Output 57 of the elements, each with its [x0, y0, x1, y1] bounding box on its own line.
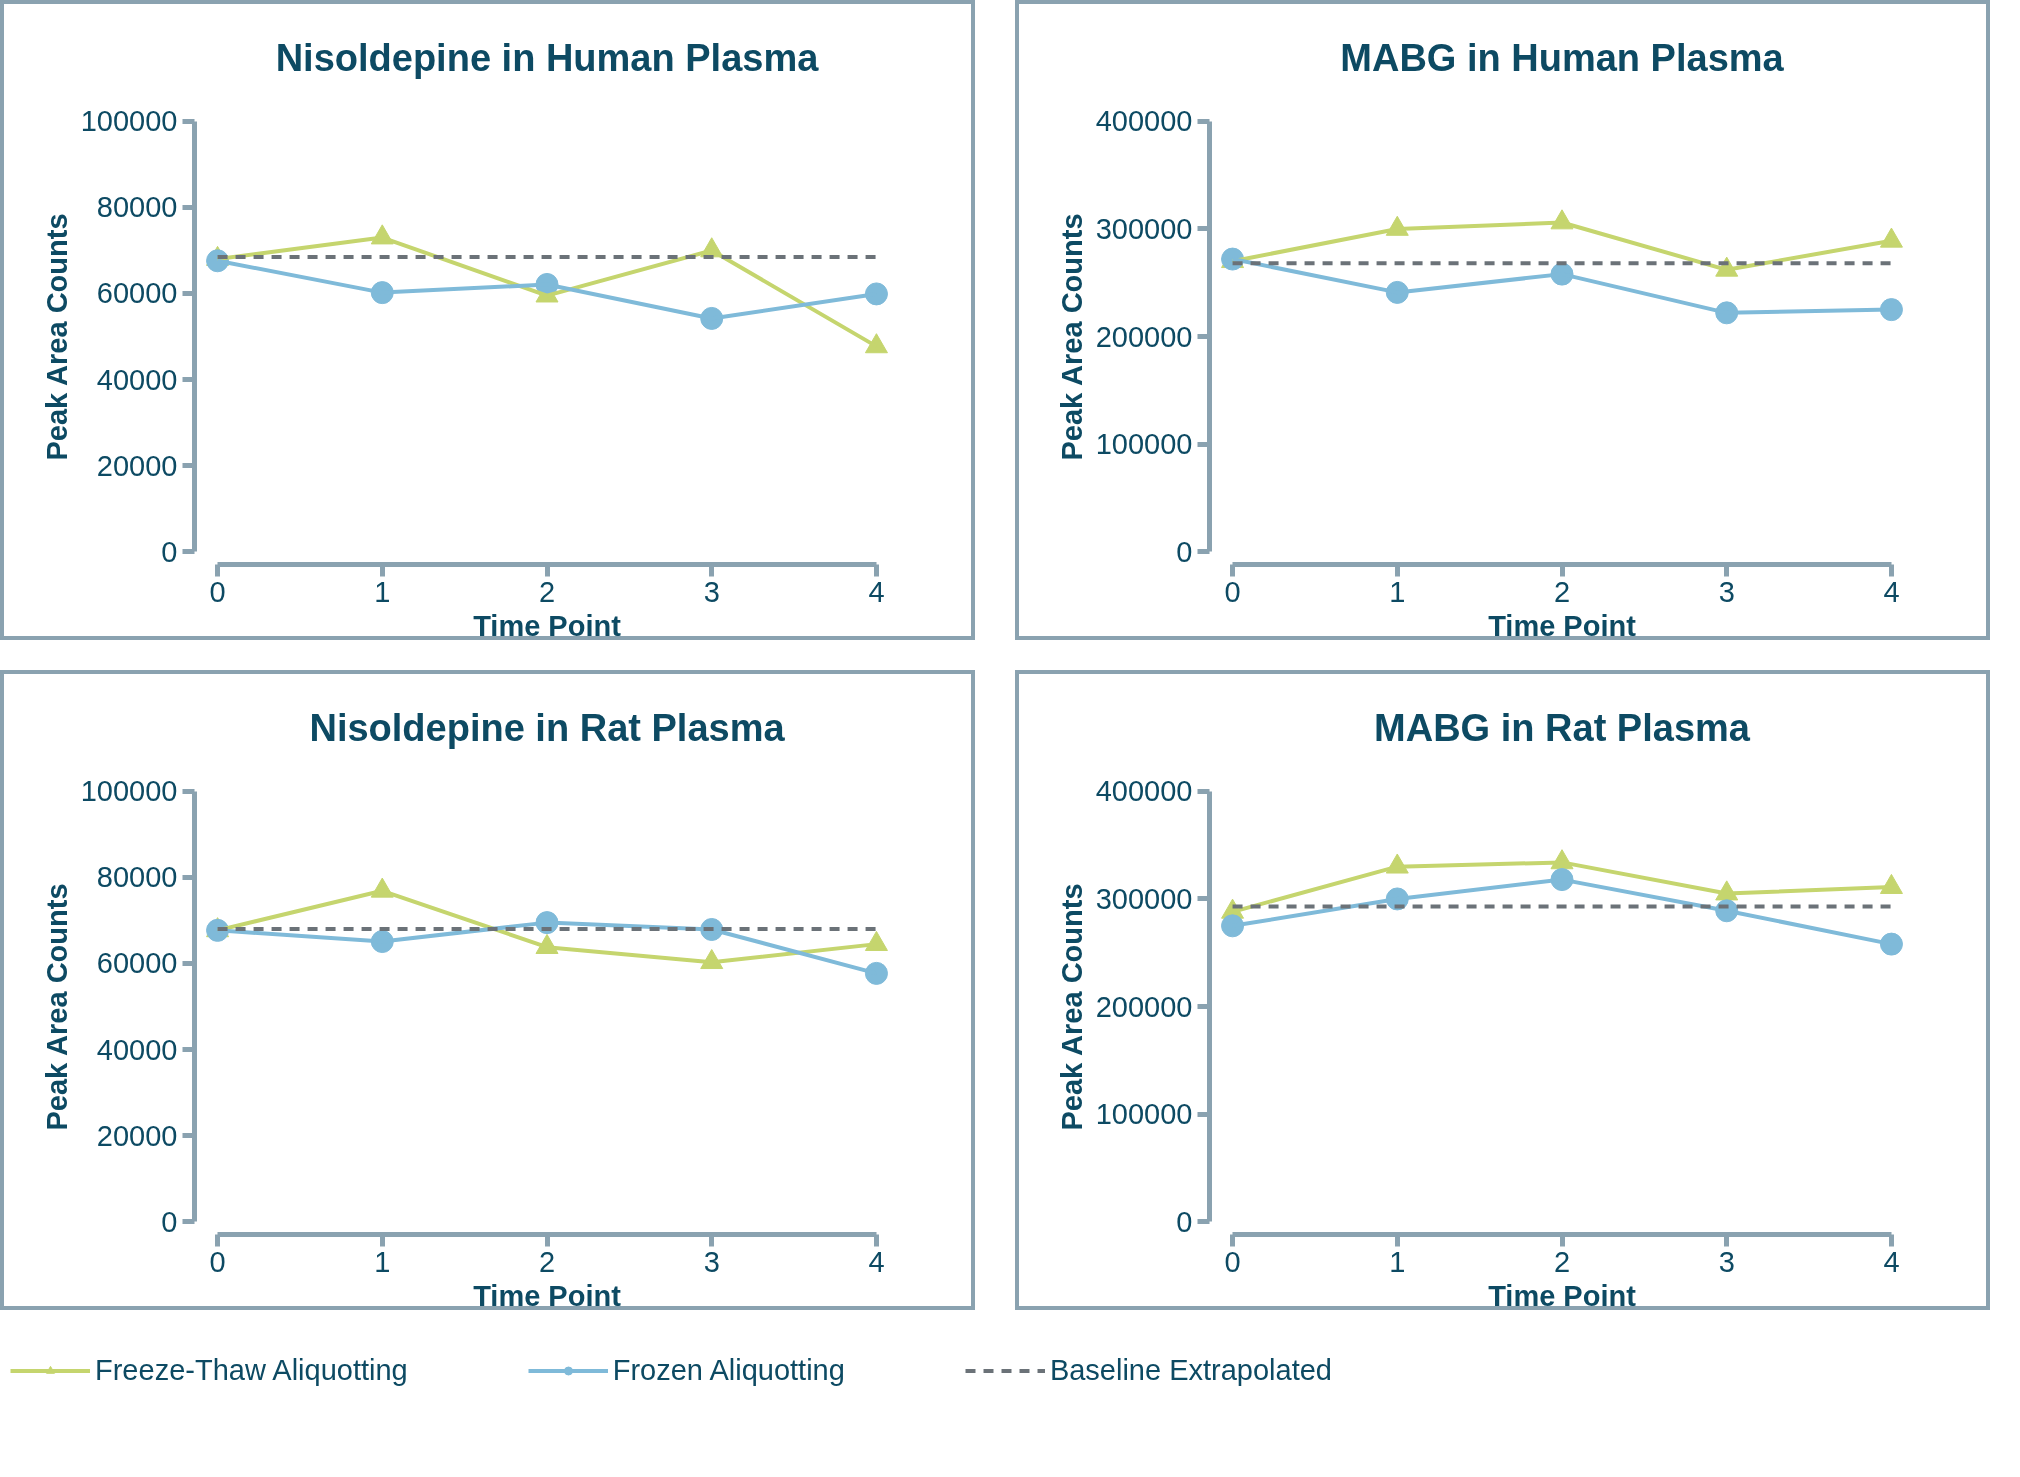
y-tick-label: 300000 — [1095, 212, 1193, 245]
y-tick-label: 100000 — [80, 775, 178, 808]
x-tick-label: 4 — [1883, 1245, 1900, 1278]
y-tick-label: 200000 — [1095, 320, 1193, 353]
y-tick-label: 200000 — [1095, 990, 1193, 1023]
y-tick-label: 20000 — [96, 1119, 178, 1152]
y-tick-label: 0 — [161, 535, 178, 568]
y-tick-label: 40000 — [96, 363, 178, 396]
x-axis-title: Time Point — [473, 1279, 622, 1312]
x-tick-label: 1 — [374, 1245, 391, 1278]
x-tick-label: 3 — [703, 575, 720, 608]
y-tick-label: 40000 — [96, 1033, 178, 1066]
chart-title: Nisoldepine in Human Plasma — [275, 36, 820, 79]
x-tick-label: 2 — [1553, 575, 1571, 608]
x-tick-label: 1 — [374, 575, 391, 608]
y-tick-label: 60000 — [96, 947, 178, 980]
x-tick-label: 2 — [538, 1245, 556, 1278]
x-tick-label: 3 — [1718, 1245, 1735, 1278]
x-tick-label: 0 — [1224, 575, 1241, 608]
legend-label: Freeze-Thaw Aliquotting — [95, 1353, 408, 1387]
y-tick-label: 80000 — [96, 861, 178, 894]
y-tick-label: 0 — [161, 1205, 178, 1238]
x-tick-label: 0 — [209, 575, 226, 608]
x-tick-label: 0 — [209, 1245, 226, 1278]
x-tick-label: 4 — [1883, 575, 1900, 608]
y-tick-label: 0 — [1176, 535, 1193, 568]
y-axis-title: Peak Area Counts — [1055, 213, 1088, 461]
y-axis-title: Peak Area Counts — [40, 213, 73, 461]
x-tick-label: 4 — [868, 1245, 885, 1278]
y-tick-label: 100000 — [1095, 1098, 1193, 1131]
x-axis-title: Time Point — [1488, 609, 1637, 642]
x-tick-label: 3 — [703, 1245, 720, 1278]
y-tick-label: 400000 — [1095, 105, 1193, 138]
x-tick-label: 4 — [868, 575, 885, 608]
x-tick-label: 2 — [1553, 1245, 1571, 1278]
x-tick-label: 0 — [1224, 1245, 1241, 1278]
chart-title: Nisoldepine in Rat Plasma — [309, 706, 786, 749]
y-tick-label: 100000 — [1095, 428, 1193, 461]
y-tick-label: 100000 — [80, 105, 178, 138]
y-tick-label: 0 — [1176, 1205, 1193, 1238]
y-axis-title: Peak Area Counts — [1055, 883, 1088, 1131]
y-tick-label: 80000 — [96, 191, 178, 224]
legend-label: Frozen Aliquotting — [612, 1353, 845, 1387]
x-axis-title: Time Point — [1488, 1279, 1637, 1312]
x-tick-label: 1 — [1389, 575, 1406, 608]
x-tick-label: 1 — [1389, 1245, 1406, 1278]
legend-label: Baseline Extrapolated — [1049, 1353, 1333, 1387]
y-tick-label: 60000 — [96, 277, 178, 310]
y-tick-label: 400000 — [1095, 775, 1193, 808]
y-tick-label: 300000 — [1095, 882, 1193, 915]
x-tick-label: 2 — [538, 575, 556, 608]
y-axis-title: Peak Area Counts — [40, 883, 73, 1131]
chart-title: MABG in Human Plasma — [1340, 36, 1785, 79]
chart-title: MABG in Rat Plasma — [1374, 706, 1751, 749]
y-tick-label: 20000 — [96, 449, 178, 482]
x-axis-title: Time Point — [473, 609, 622, 642]
x-tick-label: 3 — [1718, 575, 1735, 608]
